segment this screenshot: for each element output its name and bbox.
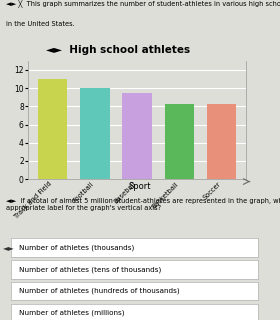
Bar: [165, 104, 194, 179]
Text: Number of athletes (hundreds of thousands): Number of athletes (hundreds of thousand…: [18, 288, 179, 294]
Text: ◄►  High school athletes: ◄► High school athletes: [46, 44, 190, 55]
Bar: [80, 88, 110, 179]
Text: ◄►: ◄►: [3, 243, 15, 252]
Bar: [207, 104, 237, 179]
Bar: [38, 79, 67, 179]
Text: in the United States.: in the United States.: [6, 21, 74, 27]
Text: Number of athletes (thousands): Number of athletes (thousands): [18, 244, 134, 251]
Text: Number of athletes (tens of thousands): Number of athletes (tens of thousands): [18, 266, 161, 273]
Text: ◄►  If a total of almost 5 million student-athletes are represented in the graph: ◄► If a total of almost 5 million studen…: [6, 198, 280, 212]
Text: Sport: Sport: [129, 182, 151, 191]
Bar: [122, 93, 152, 179]
Text: ◄► ╳  This graph summarizes the number of student-athletes in various high schoo: ◄► ╳ This graph summarizes the number of…: [6, 0, 280, 8]
Text: Number of athletes (millions): Number of athletes (millions): [18, 310, 124, 316]
